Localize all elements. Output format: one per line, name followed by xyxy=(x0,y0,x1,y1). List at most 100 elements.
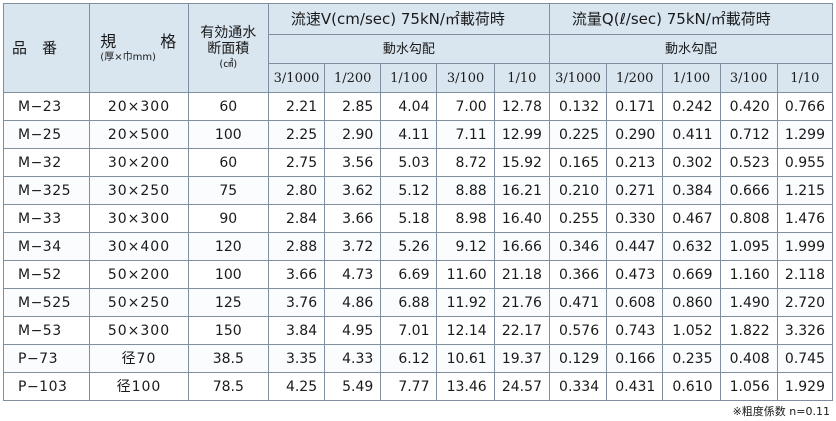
area-cell: 100 xyxy=(187,120,269,149)
header-size-label-left: 規 xyxy=(100,31,117,51)
velocity-cell: 4.11 xyxy=(380,120,438,149)
table-row: M−32 30×200 60 2.75 3.56 5.03 8.72 15.92 0.165 0.… xyxy=(2,148,834,177)
velocity-cell: 7.77 xyxy=(380,372,438,401)
velocity-cell: 12.78 xyxy=(493,92,550,121)
flow-cell: 0.712 xyxy=(719,120,778,149)
flow-cell: 0.302 xyxy=(662,148,721,177)
flow-cell: 0.166 xyxy=(606,344,664,373)
velocity-cell: 6.12 xyxy=(380,344,438,373)
size-cell: 20×500 xyxy=(89,120,189,149)
table-row: M−52 50×200 100 3.66 4.73 6.69 11.60 21.18 0.366… xyxy=(2,260,834,289)
flow-cell: 0.576 xyxy=(548,316,608,345)
velocity-cell: 22.17 xyxy=(493,316,550,345)
flow-cell: 1.929 xyxy=(776,372,834,401)
footnote-roughness: ※粗度係数 n=0.11 xyxy=(732,405,830,418)
size-cell: 50×200 xyxy=(89,260,189,289)
velocity-cell: 24.57 xyxy=(493,372,550,401)
table-row: M−23 20×300 60 2.21 2.85 4.04 7.00 12.78 0.132 0.… xyxy=(2,92,834,121)
area-cell: 75 xyxy=(187,176,269,205)
velocity-cell: 8.72 xyxy=(436,148,495,177)
velocity-cell: 2.85 xyxy=(324,92,382,121)
area-cell: 38.5 xyxy=(187,344,269,373)
area-cell: 150 xyxy=(187,316,269,345)
product-number-cell: M−25 xyxy=(2,120,91,149)
velocity-cell: 11.60 xyxy=(436,260,495,289)
size-cell: 30×300 xyxy=(89,204,189,233)
flow-cell: 0.745 xyxy=(776,344,834,373)
velocity-cell: 15.92 xyxy=(493,148,550,177)
flow-cell: 0.608 xyxy=(606,288,664,317)
header-velocity-group: 流速V(cm/sec) 75kN/㎡載荷時 xyxy=(267,3,550,35)
velocity-cell: 21.18 xyxy=(493,260,550,289)
product-number-cell: M−23 xyxy=(2,92,91,121)
flow-spec-table: 品 番 規 格 (厚×巾mm) 有効通水 断面積 (㎠) 流速V(cm/sec) … xyxy=(2,3,834,401)
velocity-cell: 10.61 xyxy=(436,344,495,373)
header-velocity-gradient-col: 1/200 xyxy=(324,63,382,93)
flow-cell: 0.610 xyxy=(662,372,721,401)
flow-cell: 0.132 xyxy=(548,92,608,121)
velocity-cell: 12.14 xyxy=(436,316,495,345)
velocity-cell: 21.76 xyxy=(493,288,550,317)
flow-cell: 0.210 xyxy=(548,176,608,205)
velocity-cell: 2.80 xyxy=(267,176,326,205)
velocity-cell: 13.46 xyxy=(436,372,495,401)
table-row: M−33 30×300 90 2.84 3.66 5.18 8.98 16.40 0.255 0.… xyxy=(2,204,834,233)
velocity-cell: 8.88 xyxy=(436,176,495,205)
header-size-label-right: 格 xyxy=(160,31,177,51)
table-body: M−23 20×300 60 2.21 2.85 4.04 7.00 12.78 0.132 0.… xyxy=(2,92,834,401)
velocity-cell: 3.56 xyxy=(324,148,382,177)
flow-cell: 2.118 xyxy=(776,260,834,289)
velocity-cell: 3.62 xyxy=(324,176,382,205)
velocity-cell: 2.21 xyxy=(267,92,326,121)
header-flow-gradient-col: 3/100 xyxy=(719,63,778,93)
product-number-cell: M−33 xyxy=(2,204,91,233)
header-flow-gradient-col: 1/200 xyxy=(606,63,664,93)
header-area-unit: (㎠) xyxy=(219,59,238,71)
velocity-cell: 7.01 xyxy=(380,316,438,345)
velocity-cell: 5.03 xyxy=(380,148,438,177)
product-number-cell: P−103 xyxy=(2,372,91,401)
table-header: 品 番 規 格 (厚×巾mm) 有効通水 断面積 (㎠) 流速V(cm/sec) … xyxy=(2,3,834,93)
velocity-cell: 12.99 xyxy=(493,120,550,149)
flow-cell: 0.213 xyxy=(606,148,664,177)
flow-cell: 3.326 xyxy=(776,316,834,345)
flow-cell: 0.334 xyxy=(548,372,608,401)
flow-cell: 2.720 xyxy=(776,288,834,317)
product-number-cell: M−53 xyxy=(2,316,91,345)
area-cell: 60 xyxy=(187,92,269,121)
flow-cell: 0.473 xyxy=(606,260,664,289)
flow-cell: 0.808 xyxy=(719,204,778,233)
velocity-cell: 7.00 xyxy=(436,92,495,121)
velocity-cell: 4.25 xyxy=(267,372,326,401)
area-cell: 125 xyxy=(187,288,269,317)
flow-cell: 1.160 xyxy=(719,260,778,289)
flow-cell: 0.743 xyxy=(606,316,664,345)
header-flow-gradient-col: 1/10 xyxy=(776,63,834,93)
flow-cell: 0.171 xyxy=(606,92,664,121)
velocity-cell: 16.40 xyxy=(493,204,550,233)
velocity-cell: 2.84 xyxy=(267,204,326,233)
velocity-cell: 7.11 xyxy=(436,120,495,149)
flow-cell: 0.366 xyxy=(548,260,608,289)
velocity-cell: 4.73 xyxy=(324,260,382,289)
size-cell: 30×250 xyxy=(89,176,189,205)
velocity-cell: 3.84 xyxy=(267,316,326,345)
flow-cell: 1.052 xyxy=(662,316,721,345)
area-cell: 78.5 xyxy=(187,372,269,401)
velocity-cell: 6.88 xyxy=(380,288,438,317)
flow-cell: 0.467 xyxy=(662,204,721,233)
area-cell: 90 xyxy=(187,204,269,233)
header-velocity-gradient-col: 1/10 xyxy=(493,63,550,93)
header-velocity-gradient-col: 1/100 xyxy=(380,63,438,93)
velocity-cell: 2.90 xyxy=(324,120,382,149)
spec-table-wrapper: 品 番 規 格 (厚×巾mm) 有効通水 断面積 (㎠) 流速V(cm/sec) … xyxy=(2,3,834,401)
flow-cell: 1.822 xyxy=(719,316,778,345)
flow-cell: 1.999 xyxy=(776,232,834,261)
velocity-cell: 3.66 xyxy=(324,204,382,233)
flow-cell: 0.860 xyxy=(662,288,721,317)
velocity-cell: 6.69 xyxy=(380,260,438,289)
flow-cell: 0.411 xyxy=(662,120,721,149)
flow-cell: 0.271 xyxy=(606,176,664,205)
size-cell: 20×300 xyxy=(89,92,189,121)
flow-cell: 0.242 xyxy=(662,92,721,121)
